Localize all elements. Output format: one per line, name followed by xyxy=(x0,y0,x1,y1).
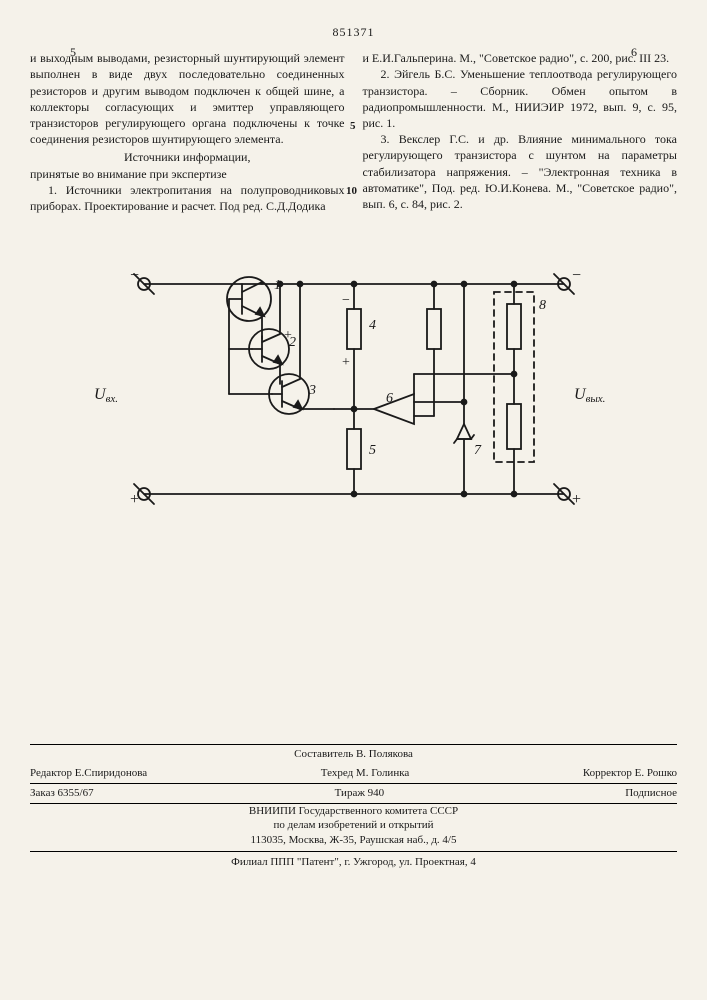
label-uin: Uвх. xyxy=(94,386,118,405)
footer-sub: Подписное xyxy=(625,786,677,801)
label-7: 7 xyxy=(474,443,482,458)
footer-editor: Редактор Е.Спиридонова xyxy=(30,766,147,781)
label-5: 5 xyxy=(369,443,376,458)
label-4: 4 xyxy=(369,318,376,333)
label-2: 2 xyxy=(289,335,296,350)
doc-number: 851371 xyxy=(30,24,677,40)
footer-addr: 113035, Москва, Ж-35, Раушская наб., д. … xyxy=(30,833,677,852)
sources-title: Источники информации, xyxy=(30,149,345,165)
label-1: 1 xyxy=(274,278,281,293)
svg-text:+: + xyxy=(130,491,139,508)
footer-compiler: Составитель В. Полякова xyxy=(30,745,677,764)
ref-3: 3. Векслер Г.С. и др. Влияние минимально… xyxy=(363,131,678,212)
svg-text:−: − xyxy=(342,293,350,308)
ref-2: 2. Эйгель Б.С. Уменьшение теплоотвода ре… xyxy=(363,66,678,131)
svg-text:+: + xyxy=(342,355,350,370)
footer-org1: ВНИИПИ Государственного комитета СССР xyxy=(30,804,677,819)
label-3: 3 xyxy=(308,383,316,398)
footer-org2: по делам изобретений и открытий xyxy=(30,818,677,833)
sources-sub: принятые во внимание при экспертизе xyxy=(30,166,345,182)
margin-num-5: 5 xyxy=(350,119,356,134)
circuit-diagram: + − + Uвх. Uвых. − + − + 1 2 3 xyxy=(74,244,634,544)
col-num-right: 6 xyxy=(631,44,637,60)
footer-tech: Техред М. Голинка xyxy=(321,766,409,781)
svg-text:−: − xyxy=(130,267,139,284)
margin-num-10: 10 xyxy=(346,184,357,199)
left-column: и выходным выводами, резисторный шунтиру… xyxy=(30,50,345,214)
ref-1: 1. Источники электропитания на полупрово… xyxy=(30,182,345,214)
footer-tirazh: Тираж 940 xyxy=(335,786,385,801)
footer-corr: Корректор Е. Рошко xyxy=(583,766,677,781)
label-8: 8 xyxy=(539,298,546,313)
footer-filial: Филиал ППП "Патент", г. Ужгород, ул. Про… xyxy=(30,852,677,870)
right-column: и Е.И.Гальперина. М., "Советское радио",… xyxy=(363,50,678,214)
footer-order: Заказ 6355/67 xyxy=(30,786,94,801)
claim-text: и выходным выводами, резисторный шунтиру… xyxy=(30,50,345,147)
svg-text:+: + xyxy=(572,491,581,508)
ref-1-cont: и Е.И.Гальперина. М., "Советское радио",… xyxy=(363,50,678,66)
col-num-left: 5 xyxy=(70,44,76,60)
label-6: 6 xyxy=(386,391,393,406)
svg-text:−: − xyxy=(572,267,581,284)
label-uout: Uвых. xyxy=(574,386,605,405)
